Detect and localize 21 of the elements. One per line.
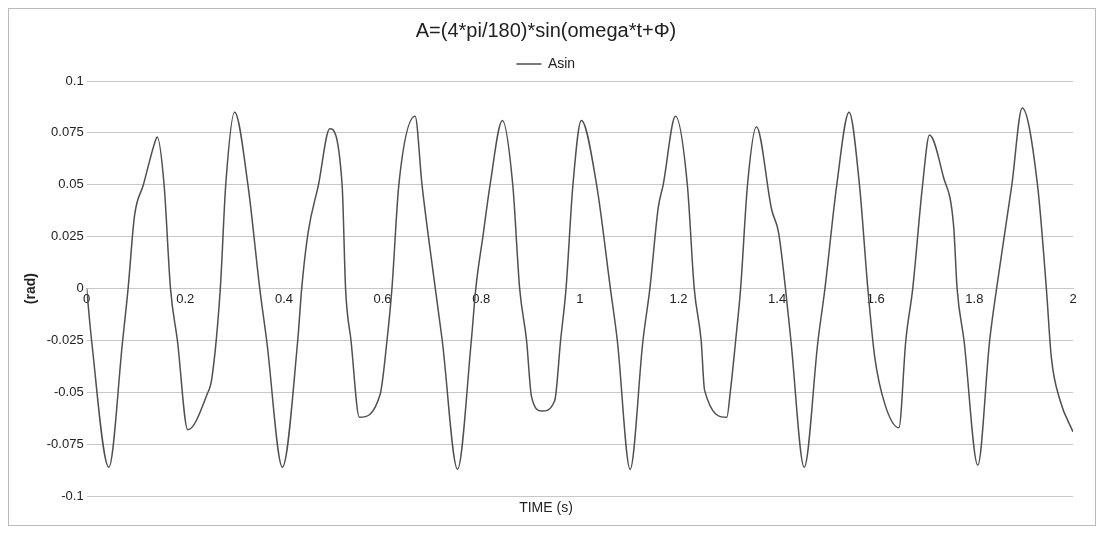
y-tick-label: -0.1 bbox=[61, 487, 84, 503]
x-tick-label: 0.2 bbox=[176, 290, 195, 306]
x-tick-label: 0.4 bbox=[274, 290, 293, 306]
x-tick-label: 1.2 bbox=[669, 290, 688, 306]
y-tick-label: 0 bbox=[76, 280, 84, 296]
y-tick-label: -0.075 bbox=[46, 435, 84, 451]
x-tick-label: 2 bbox=[1069, 290, 1077, 306]
x-tick-label: 1 bbox=[576, 290, 584, 306]
y-tick-label: 0.075 bbox=[51, 124, 84, 140]
legend-label: Asin bbox=[547, 54, 576, 71]
chart-title: A=(4*pi/180)*sin(omega*t+Φ) bbox=[415, 18, 677, 41]
x-axis-title: TIME (s) bbox=[519, 499, 573, 516]
x-tick-label: 1.4 bbox=[768, 290, 787, 306]
y-tick-label: 0.05 bbox=[58, 176, 84, 192]
y-axis-title: (rad) bbox=[22, 273, 39, 305]
y-tick-label: 0.1 bbox=[65, 72, 84, 88]
y-tick-label: -0.05 bbox=[54, 383, 84, 399]
y-tick-label: 0.025 bbox=[51, 228, 84, 244]
x-tick-label: 1.8 bbox=[965, 290, 984, 306]
x-tick-label: 0.6 bbox=[373, 290, 392, 306]
y-tick-label: -0.025 bbox=[46, 332, 84, 348]
